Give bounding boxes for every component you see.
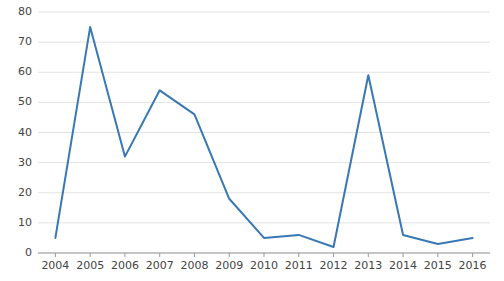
x-tick xyxy=(333,253,334,257)
grid-line xyxy=(38,72,490,73)
x-tick-label: 2004 xyxy=(41,259,69,272)
x-tick-label: 2007 xyxy=(146,259,174,272)
y-tick-label: 10 xyxy=(18,216,32,229)
x-tick xyxy=(194,253,195,257)
x-tick-label: 2015 xyxy=(424,259,452,272)
y-tick-label: 80 xyxy=(18,5,32,18)
x-tick-label: 2005 xyxy=(76,259,104,272)
x-tick xyxy=(159,253,160,257)
x-tick-label: 2013 xyxy=(354,259,382,272)
x-tick xyxy=(264,253,265,257)
x-tick xyxy=(403,253,404,257)
grid-line xyxy=(38,12,490,13)
x-tick xyxy=(229,253,230,257)
x-tick-label: 2006 xyxy=(111,259,139,272)
grid-line xyxy=(38,102,490,103)
grid-line xyxy=(38,132,490,133)
x-tick-label: 2014 xyxy=(389,259,417,272)
y-tick-label: 70 xyxy=(18,35,32,48)
y-tick-label: 0 xyxy=(25,246,32,259)
chart-container: 0102030405060708020042005200620072008200… xyxy=(0,0,504,281)
y-tick-label: 60 xyxy=(18,65,32,78)
x-tick-label: 2010 xyxy=(250,259,278,272)
y-tick-label: 50 xyxy=(18,95,32,108)
grid-line xyxy=(38,162,490,163)
data-line xyxy=(55,27,472,247)
grid-line xyxy=(38,42,490,43)
x-axis: 2004 2005 2006 2007 2008 2009 2010 2011 2012 2013… xyxy=(41,253,486,272)
plot-area xyxy=(55,27,472,247)
x-tick xyxy=(124,253,125,257)
x-tick-label: 2016 xyxy=(459,259,487,272)
x-tick xyxy=(55,253,56,257)
x-tick xyxy=(90,253,91,257)
x-tick xyxy=(472,253,473,257)
y-tick-label: 20 xyxy=(18,186,32,199)
y-tick-label: 30 xyxy=(18,156,32,169)
x-tick xyxy=(368,253,369,257)
chart: 0102030405060708020042005200620072008200… xyxy=(0,0,504,281)
grid-line xyxy=(38,192,490,193)
x-tick-label: 2009 xyxy=(215,259,243,272)
x-tick-label: 2011 xyxy=(285,259,313,272)
y-tick-label: 40 xyxy=(18,126,32,139)
y-grid xyxy=(38,12,490,253)
x-tick xyxy=(298,253,299,257)
x-tick-label: 2012 xyxy=(320,259,348,272)
y-tick-labels: 0 10 20 30 40 50 60 70 80 xyxy=(18,5,32,259)
x-tick-label: 2008 xyxy=(180,259,208,272)
x-tick xyxy=(437,253,438,257)
grid-line xyxy=(38,222,490,223)
